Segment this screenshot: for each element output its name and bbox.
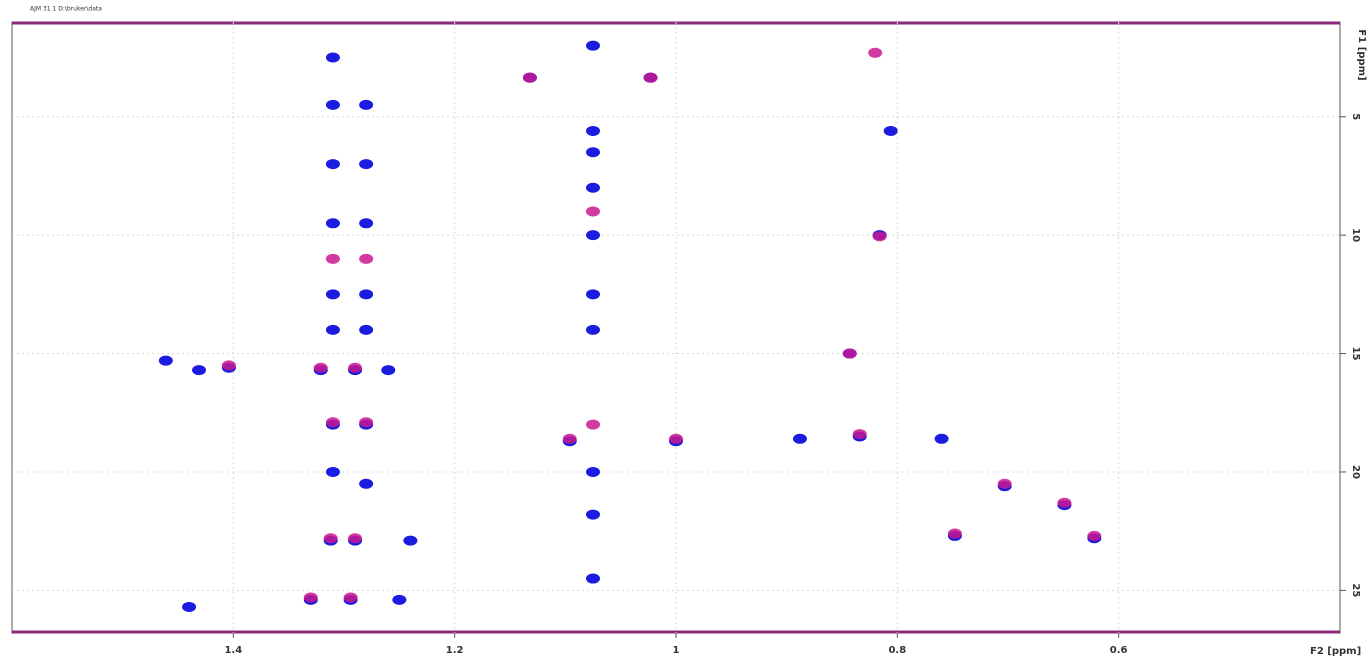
peak: [523, 73, 537, 83]
peak: [359, 100, 373, 110]
y-tick-label: 20: [1350, 465, 1361, 479]
peak: [314, 363, 328, 373]
peak: [586, 420, 600, 430]
peak: [935, 434, 949, 444]
peak: [304, 592, 318, 602]
peak: [326, 289, 340, 299]
y-tick-label: 15: [1350, 347, 1361, 361]
peak: [326, 467, 340, 477]
x-axis-label: F2 [ppm]: [1310, 646, 1361, 657]
x-tick-label: 0.6: [1110, 645, 1128, 656]
peak: [873, 231, 887, 241]
peak: [948, 529, 962, 539]
peak: [403, 536, 417, 546]
peak: [359, 479, 373, 489]
peak: [359, 417, 373, 427]
peak: [586, 289, 600, 299]
x-tick-label: 1.2: [446, 645, 464, 656]
peak: [1057, 498, 1071, 508]
header: AJM 31 1 D:\bruker\data: [30, 6, 102, 13]
peak: [359, 289, 373, 299]
y-axis-label: F1 [ppm]: [1356, 29, 1367, 80]
y-tick-label: 5: [1350, 113, 1361, 120]
peak: [326, 254, 340, 264]
peak: [381, 365, 395, 375]
peak: [326, 218, 340, 228]
peak: [586, 183, 600, 193]
peak: [326, 159, 340, 169]
peak: [359, 325, 373, 335]
peak: [669, 434, 683, 444]
x-tick-label: 1.4: [224, 645, 242, 656]
peak: [1087, 531, 1101, 541]
peak: [348, 363, 362, 373]
peak: [563, 434, 577, 444]
peak: [182, 602, 196, 612]
peak: [326, 417, 340, 427]
peak: [326, 53, 340, 63]
chart: AJM 31 1 D:\bruker\data F2 [ppm] F1 [ppm…: [0, 0, 1370, 659]
peak: [868, 48, 882, 58]
y-tick-label: 25: [1350, 583, 1361, 597]
peak: [586, 325, 600, 335]
background: [0, 0, 1370, 659]
peak: [793, 434, 807, 444]
peak: [192, 365, 206, 375]
peak: [586, 230, 600, 240]
peak: [324, 533, 338, 543]
peak: [222, 360, 236, 370]
x-tick-label: 1: [673, 645, 680, 656]
peak: [586, 574, 600, 584]
peak: [359, 218, 373, 228]
peak: [644, 73, 658, 83]
peak: [586, 41, 600, 51]
peak: [843, 349, 857, 359]
peak: [884, 126, 898, 136]
peak: [853, 429, 867, 439]
x-tick-label: 0.8: [888, 645, 906, 656]
peak: [359, 254, 373, 264]
peak: [359, 159, 373, 169]
y-tick-label: 10: [1350, 228, 1361, 242]
peak: [586, 206, 600, 216]
peak: [326, 325, 340, 335]
peak: [348, 533, 362, 543]
peak: [998, 479, 1012, 489]
peak: [344, 592, 358, 602]
peak: [159, 356, 173, 366]
peak: [586, 467, 600, 477]
peak: [326, 100, 340, 110]
peak: [586, 510, 600, 520]
peak: [586, 147, 600, 157]
peak: [586, 126, 600, 136]
peak: [392, 595, 406, 605]
